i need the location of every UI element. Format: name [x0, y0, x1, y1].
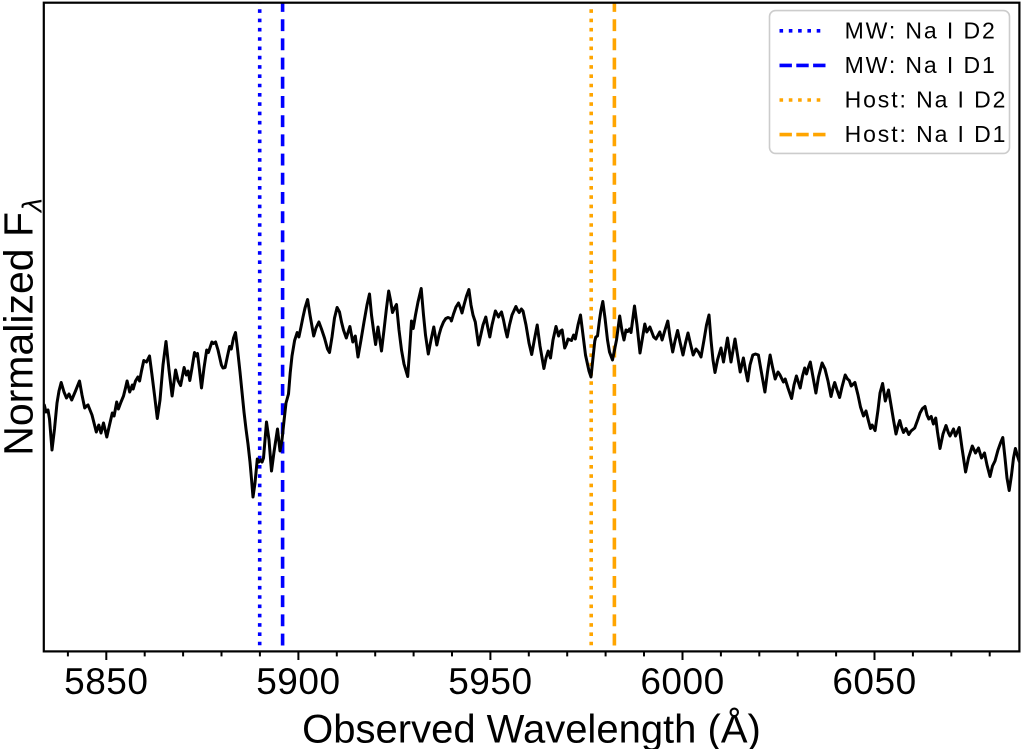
svg-text:Host: Na I D2: Host: Na I D2	[845, 87, 1008, 113]
svg-text:5850: 5850	[64, 661, 148, 702]
svg-text:Observed Wavelength (Å): Observed Wavelength (Å)	[302, 707, 761, 750]
svg-text:MW: Na I D2: MW: Na I D2	[845, 17, 997, 43]
svg-text:MW: Na I D1: MW: Na I D1	[845, 52, 997, 78]
svg-text:Host: Na I D1: Host: Na I D1	[845, 121, 1008, 147]
svg-text:Normalized Fλ: Normalized Fλ	[0, 198, 48, 456]
svg-text:5950: 5950	[448, 661, 532, 702]
svg-text:5900: 5900	[256, 661, 340, 702]
svg-text:6000: 6000	[640, 661, 724, 702]
svg-text:6050: 6050	[832, 661, 916, 702]
